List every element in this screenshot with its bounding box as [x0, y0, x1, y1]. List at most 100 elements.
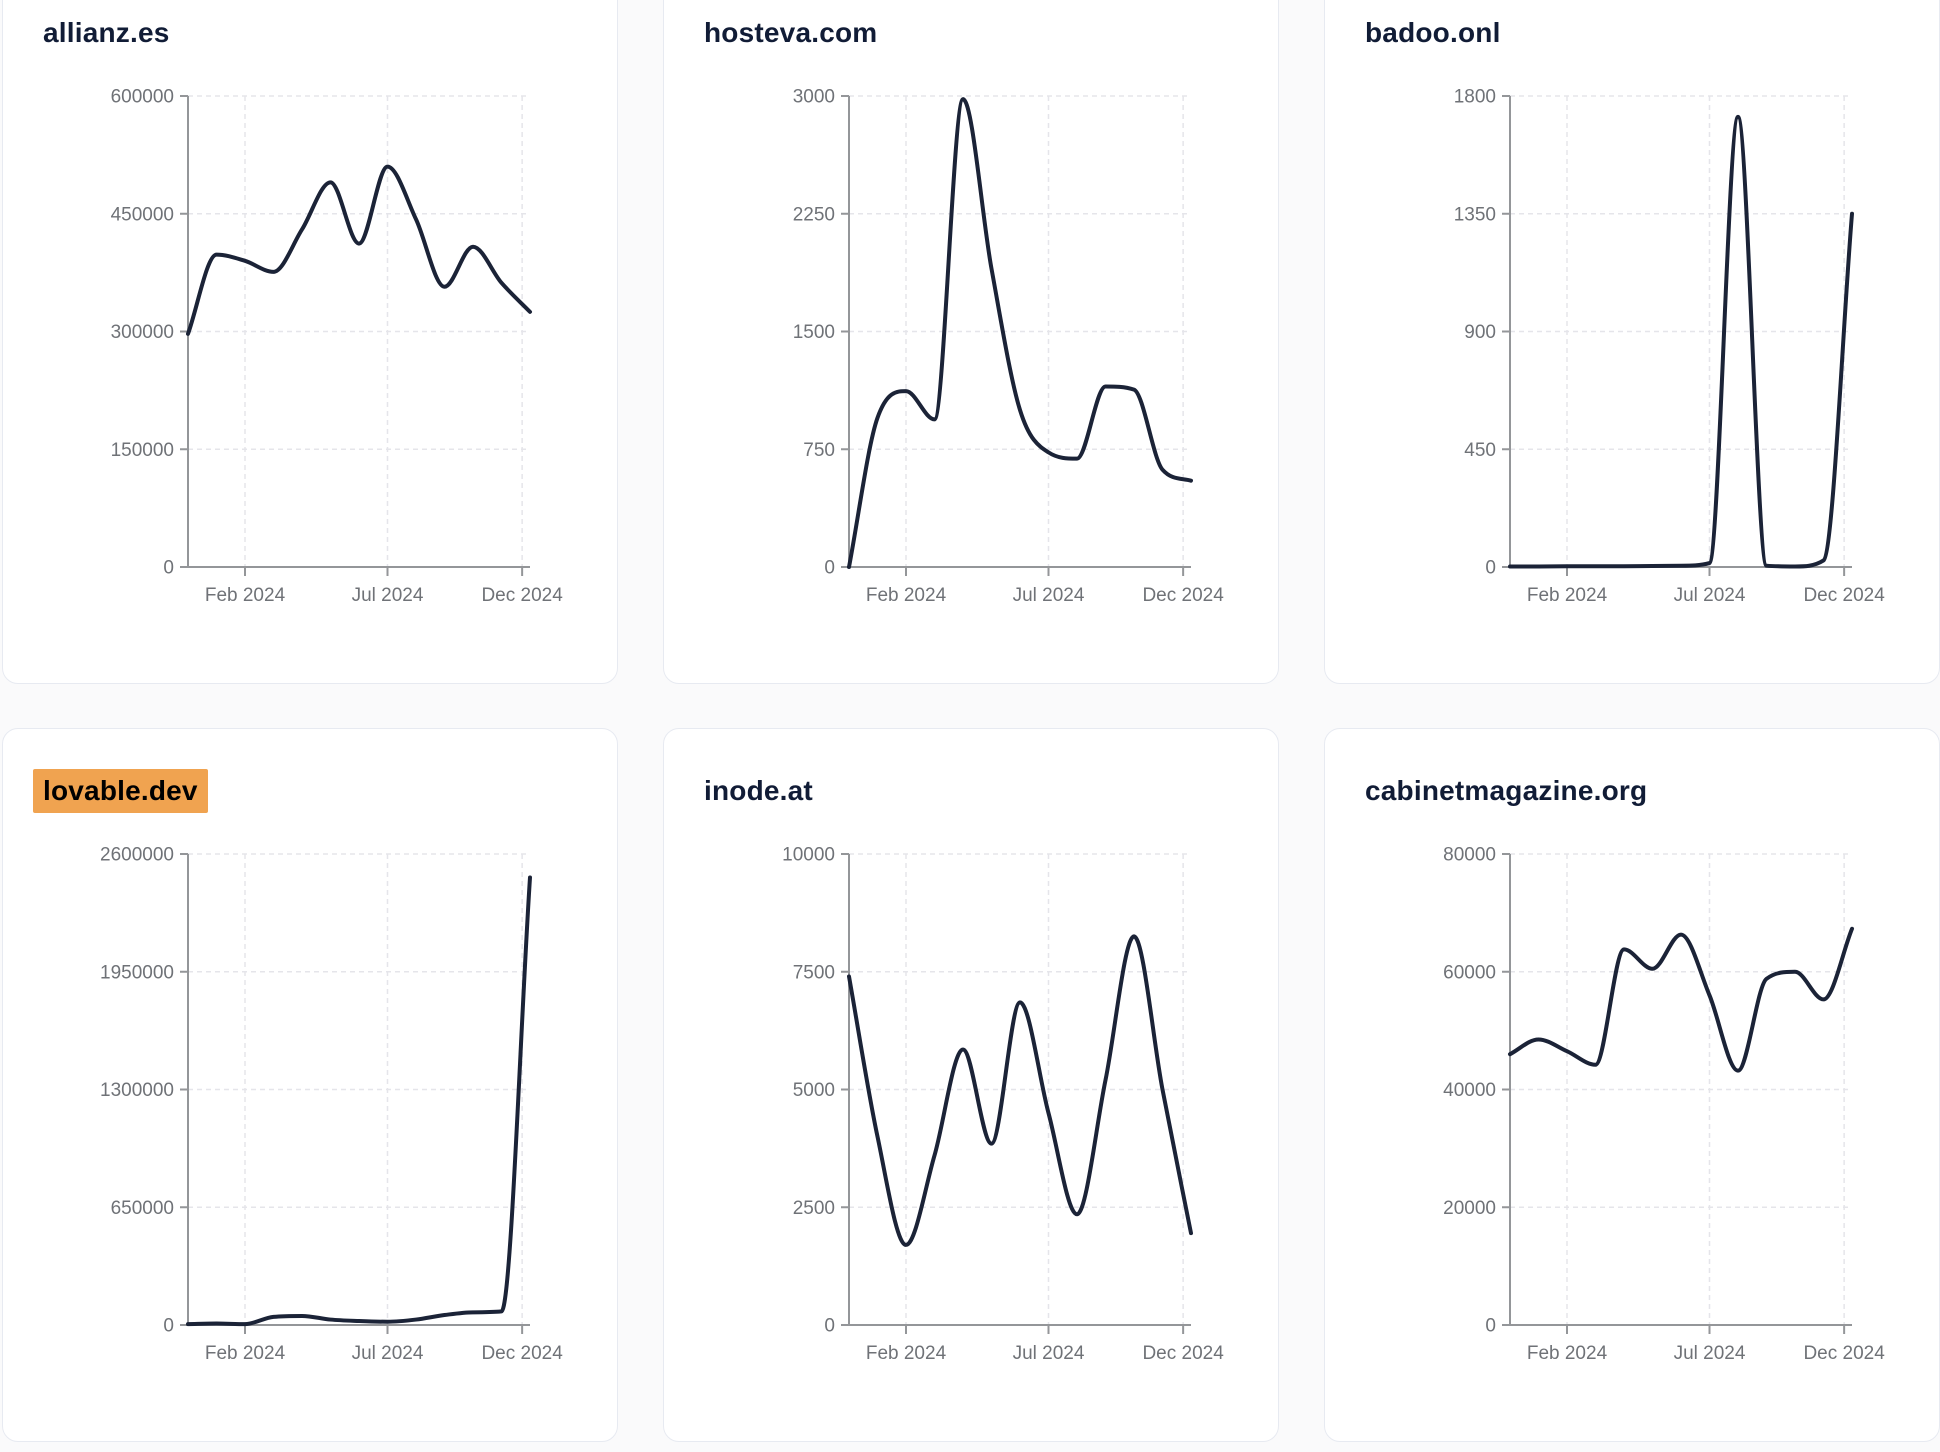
svg-text:Dec 2024: Dec 2024 — [481, 1343, 563, 1364]
domain-title-link[interactable]: hosteva.com — [704, 17, 878, 48]
svg-text:Feb 2024: Feb 2024 — [866, 585, 947, 606]
svg-text:40000: 40000 — [1443, 1080, 1496, 1101]
x-axis-labels: Feb 2024 Jul 2024 Dec 2024 — [866, 1343, 1224, 1364]
traffic-line-chart: 0 450 900 1350 1800 Feb 2024 Jul 2024 Dec 2024 — [1325, 49, 1939, 649]
svg-text:Dec 2024: Dec 2024 — [1803, 585, 1885, 606]
traffic-series-line — [847, 934, 1193, 1247]
line-chart-svg: 0 650000 1300000 1950000 2600000 Feb 2024 Jul … — [100, 845, 563, 1365]
svg-text:Dec 2024: Dec 2024 — [481, 585, 563, 606]
svg-text:2600000: 2600000 — [100, 845, 174, 866]
svg-text:Feb 2024: Feb 2024 — [1527, 585, 1608, 606]
traffic-series-line — [186, 164, 532, 336]
y-axis-labels: 0 150000 300000 450000 600000 — [111, 87, 174, 579]
svg-text:Dec 2024: Dec 2024 — [1803, 1343, 1885, 1364]
svg-text:Jul 2024: Jul 2024 — [352, 585, 424, 606]
gridlines — [849, 95, 1191, 567]
svg-text:Feb 2024: Feb 2024 — [1527, 1343, 1608, 1364]
y-axis-labels: 0 20000 40000 60000 80000 — [1443, 845, 1496, 1337]
traffic-series-line — [1508, 114, 1854, 569]
svg-text:5000: 5000 — [793, 1080, 835, 1101]
card-title: cabinetmagazine.org — [1365, 775, 1647, 807]
svg-text:2250: 2250 — [793, 204, 835, 225]
x-axis-labels: Feb 2024 Jul 2024 Dec 2024 — [205, 1343, 563, 1364]
traffic-line-chart: 0 750 1500 2250 3000 Feb 2024 Jul 2024 Dec 2024 — [664, 49, 1278, 649]
line-chart-svg: 0 750 1500 2250 3000 Feb 2024 Jul 2024 Dec 2024 — [793, 87, 1225, 607]
y-axis-labels: 0 650000 1300000 1950000 2600000 — [100, 845, 174, 1337]
x-axis-labels: Feb 2024 Jul 2024 Dec 2024 — [1527, 1343, 1885, 1364]
svg-text:0: 0 — [1485, 1316, 1496, 1337]
card-title: inode.at — [704, 775, 813, 807]
svg-text:1350: 1350 — [1454, 204, 1496, 225]
svg-text:Jul 2024: Jul 2024 — [352, 1343, 424, 1364]
gridlines — [1510, 853, 1852, 1325]
svg-text:7500: 7500 — [793, 962, 835, 983]
traffic-line-chart: 0 2500 5000 7500 10000 Feb 2024 Jul 2024 Dec 20… — [664, 807, 1278, 1407]
svg-text:1500: 1500 — [793, 322, 835, 343]
x-axis-labels: Feb 2024 Jul 2024 Dec 2024 — [1527, 585, 1885, 606]
domain-title-link-highlighted[interactable]: lovable.dev — [33, 769, 208, 813]
gridlines — [849, 853, 1191, 1325]
axes — [1502, 853, 1852, 1334]
svg-text:Dec 2024: Dec 2024 — [1142, 1343, 1224, 1364]
svg-text:1950000: 1950000 — [100, 962, 174, 983]
traffic-series-line — [847, 97, 1193, 569]
svg-text:80000: 80000 — [1443, 845, 1496, 866]
svg-text:600000: 600000 — [111, 87, 174, 108]
domain-title-link[interactable]: badoo.onl — [1365, 17, 1501, 48]
svg-text:0: 0 — [1485, 558, 1496, 579]
domain-title-link[interactable]: allianz.es — [43, 17, 170, 48]
svg-text:Jul 2024: Jul 2024 — [1013, 1343, 1085, 1364]
svg-text:3000: 3000 — [793, 87, 835, 108]
svg-text:Feb 2024: Feb 2024 — [205, 585, 286, 606]
svg-text:Jul 2024: Jul 2024 — [1013, 585, 1085, 606]
line-chart-svg: 0 20000 40000 60000 80000 Feb 2024 Jul 2024 Dec… — [1443, 845, 1885, 1365]
svg-text:2500: 2500 — [793, 1198, 835, 1219]
axes — [841, 853, 1191, 1334]
traffic-line-chart: 0 150000 300000 450000 600000 Feb 2024 Jul 202… — [3, 49, 617, 649]
x-axis-labels: Feb 2024 Jul 2024 Dec 2024 — [205, 585, 563, 606]
domain-title-link[interactable]: inode.at — [704, 775, 813, 806]
gridlines — [188, 95, 530, 567]
svg-text:300000: 300000 — [111, 322, 174, 343]
gridlines — [188, 853, 530, 1325]
domain-title-link[interactable]: cabinetmagazine.org — [1365, 775, 1648, 806]
svg-text:0: 0 — [163, 558, 174, 579]
svg-text:0: 0 — [824, 1316, 835, 1337]
traffic-series-line — [186, 875, 532, 1327]
svg-text:1300000: 1300000 — [100, 1080, 174, 1101]
svg-text:750: 750 — [803, 440, 835, 461]
card-title: hosteva.com — [704, 17, 877, 49]
card-title: badoo.onl — [1365, 17, 1501, 49]
svg-text:0: 0 — [163, 1316, 174, 1337]
svg-text:60000: 60000 — [1443, 962, 1496, 983]
svg-text:650000: 650000 — [111, 1198, 174, 1219]
svg-text:10000: 10000 — [782, 845, 835, 866]
axes — [841, 95, 1191, 576]
axes — [1502, 95, 1852, 576]
svg-text:Feb 2024: Feb 2024 — [205, 1343, 286, 1364]
chart-card-inode-at: inode.at 0 2500 5000 7500 10000 Feb 2024 Jul 2… — [663, 728, 1279, 1442]
svg-text:Jul 2024: Jul 2024 — [1674, 1343, 1746, 1364]
svg-text:450000: 450000 — [111, 204, 174, 225]
chart-card-allianz-es: allianz.es 0 150000 300000 450000 600000 Feb … — [2, 0, 618, 684]
svg-text:Jul 2024: Jul 2024 — [1674, 585, 1746, 606]
y-axis-labels: 0 750 1500 2250 3000 — [793, 87, 835, 579]
svg-text:20000: 20000 — [1443, 1198, 1496, 1219]
svg-text:0: 0 — [824, 558, 835, 579]
svg-text:1800: 1800 — [1454, 87, 1496, 108]
svg-text:450: 450 — [1464, 440, 1496, 461]
traffic-series-line — [1508, 926, 1854, 1073]
traffic-line-chart: 0 20000 40000 60000 80000 Feb 2024 Jul 2024 Dec… — [1325, 807, 1939, 1407]
axes — [180, 853, 530, 1334]
svg-text:Feb 2024: Feb 2024 — [866, 1343, 947, 1364]
svg-text:Dec 2024: Dec 2024 — [1142, 585, 1224, 606]
card-title: lovable.dev — [33, 769, 208, 813]
chart-card-lovable-dev: lovable.dev 0 650000 1300000 1950000 2600000… — [2, 728, 618, 1442]
chart-card-hosteva-com: hosteva.com 0 750 1500 2250 3000 Feb 2024 Jul … — [663, 0, 1279, 684]
traffic-line-chart: 0 650000 1300000 1950000 2600000 Feb 2024 Jul … — [3, 807, 617, 1407]
line-chart-svg: 0 450 900 1350 1800 Feb 2024 Jul 2024 Dec 2024 — [1454, 87, 1886, 607]
line-chart-svg: 0 2500 5000 7500 10000 Feb 2024 Jul 2024 Dec 20… — [782, 845, 1224, 1365]
svg-text:900: 900 — [1464, 322, 1496, 343]
chart-card-cabinetmagazine-org: cabinetmagazine.org 0 20000 40000 60000 8000… — [1324, 728, 1940, 1442]
